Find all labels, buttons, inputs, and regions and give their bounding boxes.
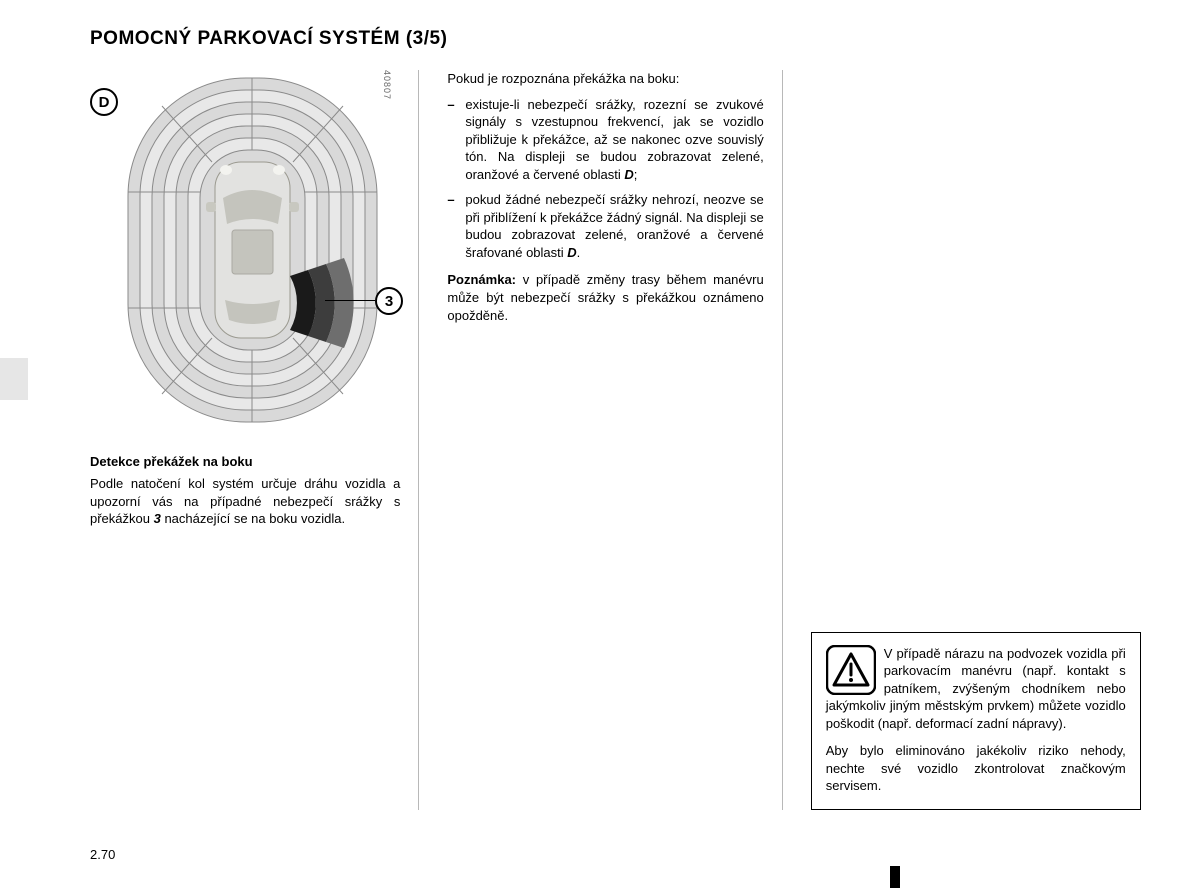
- page-number: 2.70: [90, 847, 115, 862]
- parking-diagram: D 40807: [90, 70, 390, 440]
- crop-mark: [890, 866, 900, 888]
- content-columns: D 40807: [60, 70, 1140, 810]
- column-middle: Pokud je rozpoznána překážka na boku: ex…: [418, 70, 781, 810]
- mid-note: Poznámka: v případě změny trasy během ma…: [447, 271, 763, 324]
- mid-b1-pre: existuje-li nebezpečí srážky, rozezní se…: [465, 97, 763, 182]
- callout-letter-d: D: [90, 88, 118, 116]
- page: POMOCNÝ PARKOVACÍ SYSTÉM (3/5) D 40807: [0, 0, 1200, 810]
- mid-note-label: Poznámka:: [447, 272, 516, 287]
- parking-sensor-illustration: [120, 70, 385, 430]
- left-para-ref: 3: [154, 511, 161, 526]
- column-right: V případě nárazu na podvozek vozidla při…: [782, 70, 1140, 810]
- mid-b2-ref: D: [567, 245, 576, 260]
- warning-box: V případě nárazu na podvozek vozidla při…: [811, 632, 1141, 810]
- mid-b1-post: ;: [634, 167, 638, 182]
- warning-para2: Aby bylo eliminováno jakékoliv riziko ne…: [826, 742, 1126, 795]
- mid-b2-post: .: [577, 245, 581, 260]
- thumb-tab: [0, 358, 28, 400]
- callout-number-3: 3: [375, 287, 403, 315]
- mid-bullet-list: existuje-li nebezpečí srážky, rozezní se…: [447, 96, 763, 262]
- mid-bullet-2: pokud žádné nebezpečí srážky nehrozí, ne…: [447, 191, 763, 261]
- mid-b1-ref: D: [624, 167, 633, 182]
- car-top-view: [206, 162, 299, 338]
- callout-leader-line: [325, 300, 375, 301]
- warning-icon: [826, 645, 876, 695]
- mid-intro: Pokud je rozpoznána překážka na boku:: [447, 70, 763, 88]
- column-left: D 40807: [60, 70, 418, 810]
- mid-b2-pre: pokud žádné nebezpečí srážky nehrozí, ne…: [465, 192, 763, 260]
- left-para-post: nacházející se na boku vozidla.: [161, 511, 345, 526]
- page-title: POMOCNÝ PARKOVACÍ SYSTÉM (3/5): [60, 28, 1140, 50]
- left-heading: Detekce překážek na boku: [90, 454, 400, 469]
- mid-bullet-1: existuje-li nebezpečí srážky, rozezní se…: [447, 96, 763, 184]
- left-paragraph: Podle natočení kol systém určuje dráhu v…: [90, 475, 400, 528]
